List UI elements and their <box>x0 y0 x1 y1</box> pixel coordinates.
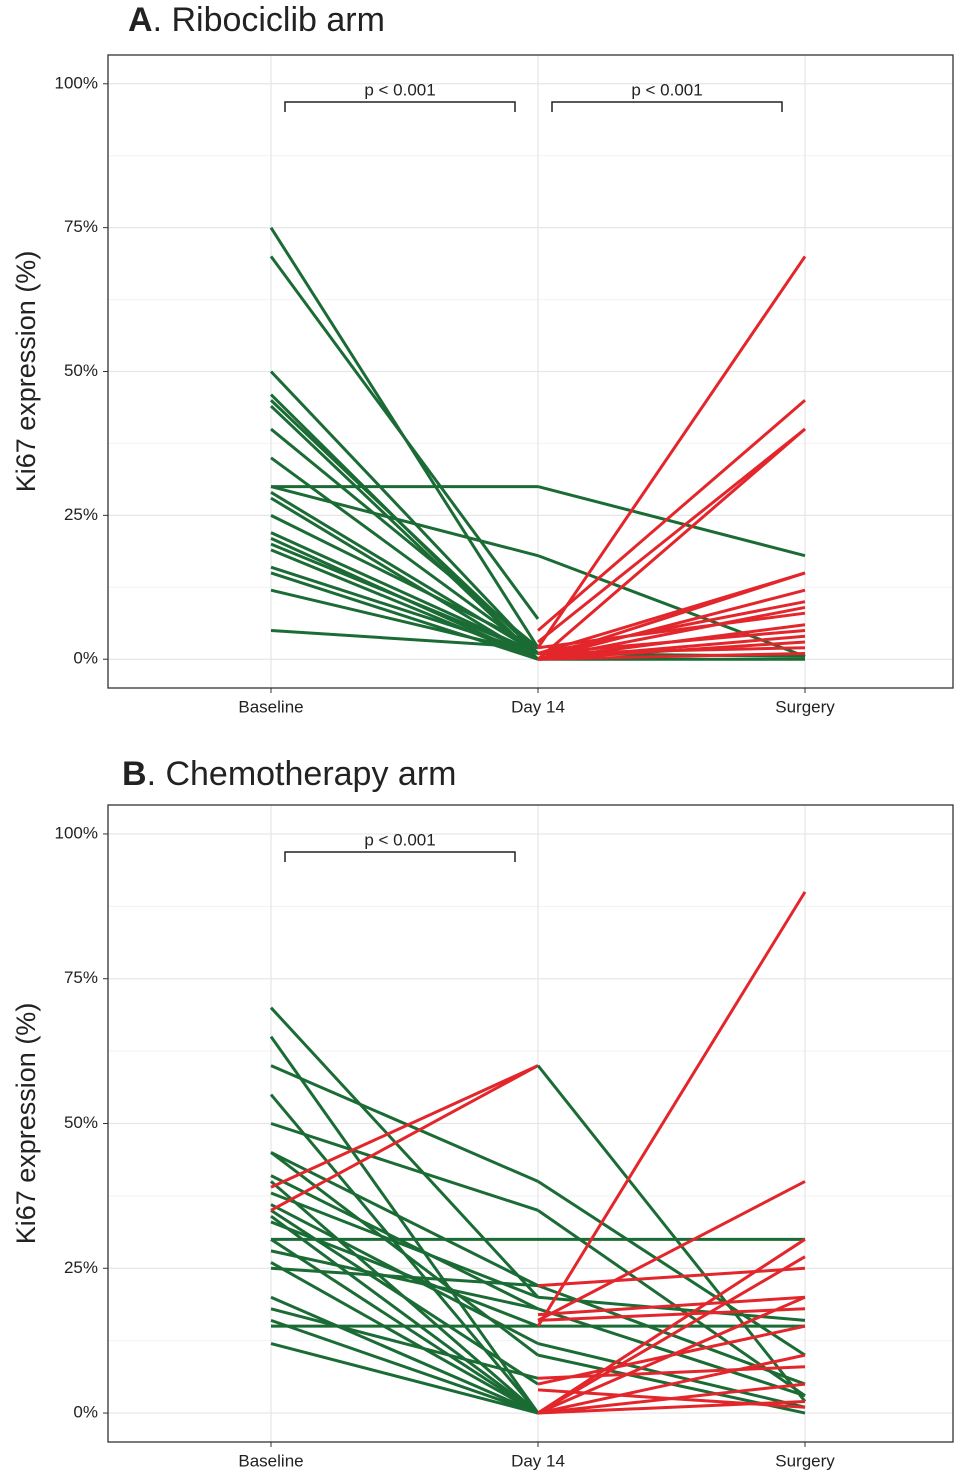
patient-line <box>270 427 539 649</box>
patient-line <box>537 399 806 632</box>
patient-line <box>536 891 807 1327</box>
y-tick-label: 50% <box>64 361 98 380</box>
y-tick-label: 0% <box>73 649 98 668</box>
patient-line <box>270 1214 539 1415</box>
patient-line <box>537 1180 806 1322</box>
patient-line <box>270 1122 539 1212</box>
y-tick-label: 0% <box>73 1403 98 1422</box>
patient-line <box>537 1295 806 1317</box>
y-tick-label: 50% <box>64 1113 98 1132</box>
patient-line <box>270 1318 539 1415</box>
patient-line <box>270 1191 539 1299</box>
patient-line <box>537 646 806 655</box>
patient-line <box>270 1064 539 1183</box>
patient-line <box>537 651 806 661</box>
patient-line <box>270 548 539 661</box>
plot-border <box>107 804 954 1443</box>
patient-line <box>269 404 540 661</box>
patient-line <box>270 565 539 655</box>
patient-line <box>269 370 540 655</box>
patient-line <box>537 1388 806 1409</box>
patient-line <box>537 1353 806 1415</box>
patient-line <box>270 1249 539 1311</box>
patient-line <box>536 1064 807 1403</box>
chart-title: A. Ribociclib arm <box>128 1 385 39</box>
patient-line <box>537 485 806 558</box>
y-axis-label: Ki67 expression (%) <box>11 251 41 493</box>
y-tick-label: 100% <box>55 73 98 92</box>
significance-bracket <box>284 101 516 112</box>
y-tick-label: 75% <box>64 217 98 236</box>
patient-line <box>270 1342 539 1415</box>
p-value: p < 0.001 <box>364 80 435 99</box>
significance-bracket <box>551 101 783 112</box>
patient-line <box>537 427 806 661</box>
patient-line <box>537 588 806 661</box>
x-tick-label: Baseline <box>238 697 303 716</box>
p-value: p < 0.001 <box>631 80 702 99</box>
x-tick-label: Day 14 <box>511 697 565 716</box>
patient-line <box>270 1307 539 1380</box>
title-letter: B <box>122 755 147 793</box>
y-tick-label: 25% <box>64 1258 98 1277</box>
patient-line <box>537 1307 806 1398</box>
patient-line <box>270 542 539 655</box>
patient-line <box>270 1174 539 1311</box>
patient-line <box>269 1006 540 1299</box>
patient-line <box>537 628 806 655</box>
p-value: p < 0.001 <box>364 830 435 849</box>
patient-line <box>537 1307 806 1322</box>
patient-line <box>537 427 806 644</box>
x-tick-label: Baseline <box>238 1451 303 1470</box>
x-tick-label: Surgery <box>775 1451 835 1470</box>
y-tick-label: 25% <box>64 505 98 524</box>
patient-line <box>270 1220 539 1328</box>
patient-line <box>270 514 539 650</box>
patient-line <box>537 600 806 655</box>
x-tick-label: Surgery <box>775 697 835 716</box>
title-text: . Ribociclib arm <box>153 1 385 39</box>
patient-line <box>537 571 806 655</box>
patient-line <box>536 255 807 649</box>
patient-line <box>270 1295 539 1415</box>
patient-line <box>270 485 539 558</box>
y-tick-label: 75% <box>64 968 98 987</box>
patient-line <box>270 1266 539 1288</box>
patient-line <box>537 1342 806 1409</box>
title-text: . Chemotherapy arm <box>147 755 457 793</box>
patient-line <box>270 1064 539 1189</box>
patient-line <box>270 531 539 655</box>
patient-line <box>269 255 540 620</box>
patient-line <box>537 1324 806 1386</box>
y-axis-label: Ki67 expression (%) <box>11 1003 41 1245</box>
x-tick-label: Day 14 <box>511 1451 565 1470</box>
patient-line <box>270 1261 539 1415</box>
patient-line <box>537 611 806 650</box>
patient-line <box>537 1255 806 1415</box>
chart-title: B. Chemotherapy arm <box>122 755 456 793</box>
significance-bracket <box>284 851 516 862</box>
patient-line <box>270 456 539 655</box>
patient-line <box>270 1064 539 1212</box>
patient-line <box>537 1266 806 1288</box>
patient-line <box>537 1365 806 1380</box>
title-letter: A <box>128 1 153 39</box>
patient-line <box>270 628 539 650</box>
patient-line <box>537 1238 806 1415</box>
patient-line <box>269 1035 540 1414</box>
patient-line <box>270 1151 539 1287</box>
patient-line <box>270 588 539 655</box>
y-tick-label: 100% <box>55 823 98 842</box>
plot-border <box>107 54 954 689</box>
